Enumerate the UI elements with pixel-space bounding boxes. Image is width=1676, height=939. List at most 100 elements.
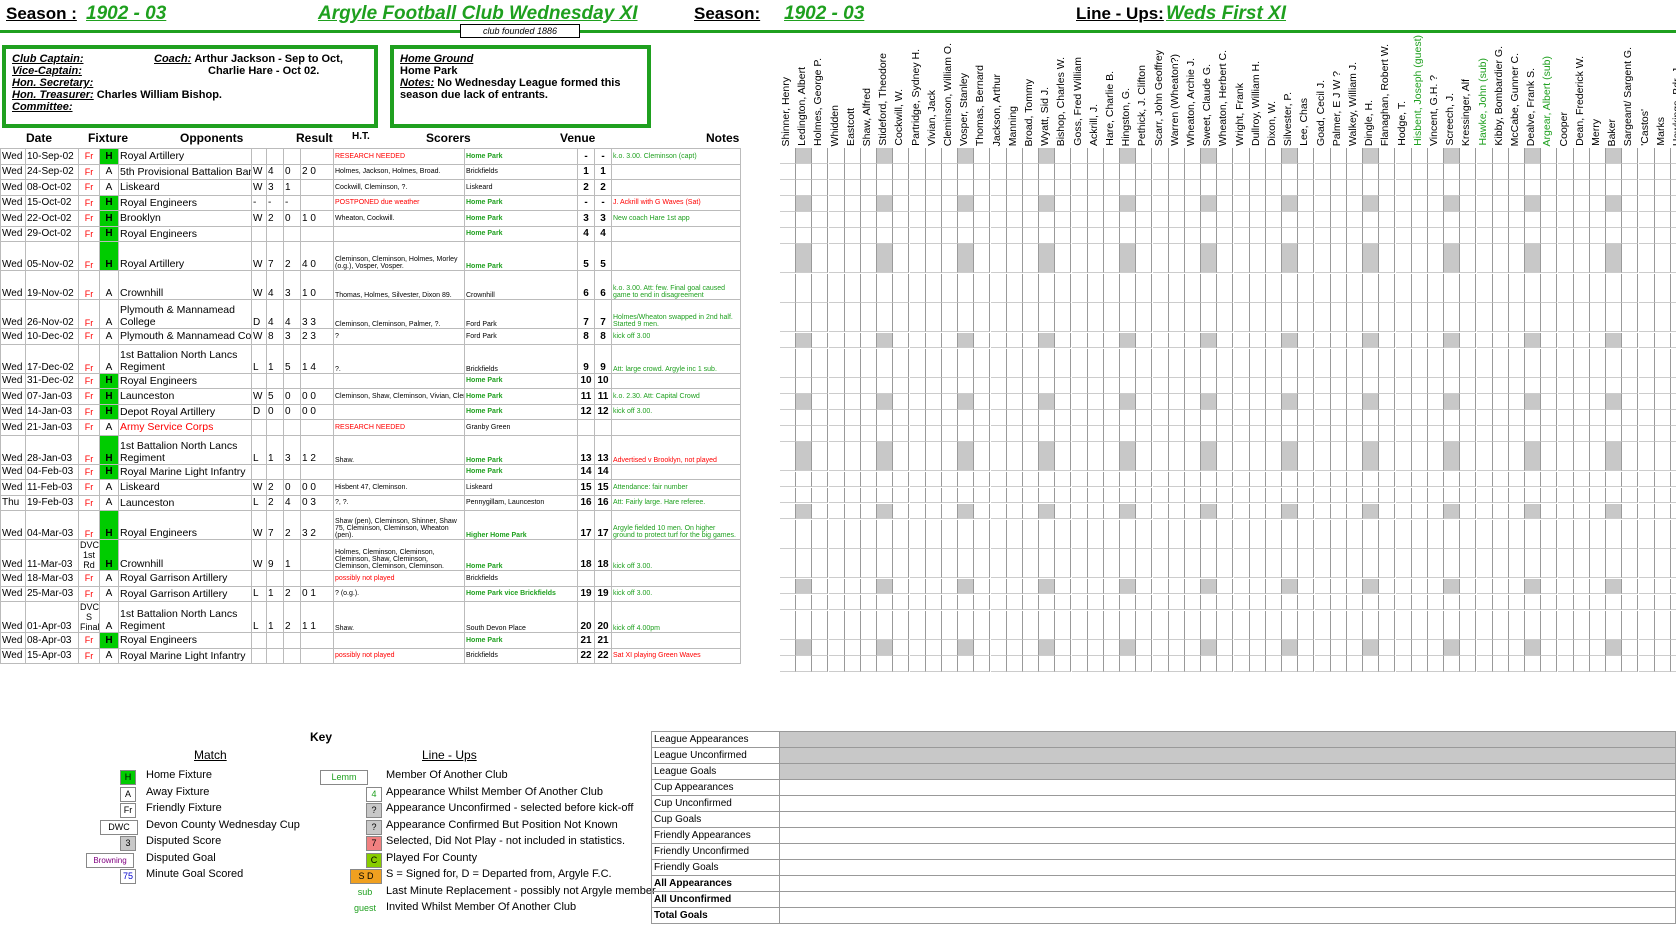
lineup-cell [1087, 332, 1104, 348]
lineup-cell [958, 196, 975, 212]
cell-match-no: 16 [577, 494, 595, 511]
lineup-cell [1266, 196, 1282, 212]
cell-match-no: 12 [577, 403, 595, 420]
cell-goals-against [283, 647, 301, 664]
cell-goals-against [283, 632, 301, 649]
lineup-cell [796, 519, 813, 549]
cell-day: Thu [0, 494, 26, 511]
lineup-cell [1039, 303, 1056, 332]
lineup-cell [1573, 303, 1590, 332]
lineup-cell [1444, 164, 1461, 180]
lineup-cell [1347, 212, 1363, 228]
lineup-cell [1120, 180, 1137, 196]
lineup-cell [877, 348, 894, 378]
player-name: Baker [1606, 118, 1619, 146]
lineup-cell [1476, 180, 1493, 196]
lineup-cell [1104, 148, 1120, 164]
lineup-cell [1379, 503, 1396, 519]
lineup-cell [1428, 656, 1444, 672]
lineup-cell [1136, 471, 1153, 487]
lineup-cell [796, 228, 813, 244]
lineup-cell [1573, 471, 1590, 487]
lineup-cell [1104, 549, 1120, 578]
cell-comp: Fr [78, 570, 100, 587]
lineup-cell [1444, 503, 1461, 519]
lineup-cell [1055, 148, 1072, 164]
cell-goals-for: 7 [266, 510, 284, 540]
lineup-cell [1654, 594, 1671, 610]
lineup-cell [1298, 640, 1315, 656]
lineup-cell [1411, 273, 1428, 303]
cell-match-no: 17 [577, 510, 595, 540]
lineup-cell [925, 426, 942, 442]
lineup-cell [1314, 148, 1331, 164]
lineup-cell [925, 656, 942, 672]
lineup-cell [942, 164, 958, 180]
home-ground-label: Home Ground [400, 53, 474, 65]
lineup-cell [1217, 442, 1234, 471]
lineup-cell [1638, 549, 1655, 578]
lineup-cell [1233, 549, 1250, 578]
lineup-cell [1330, 594, 1347, 610]
lineup-cell [828, 610, 845, 640]
cell-day: Wed [0, 270, 26, 300]
lineup-cell [861, 519, 877, 549]
lineup-cell [1525, 148, 1542, 164]
lineup-cell [780, 273, 796, 303]
lineup-cell [1039, 148, 1056, 164]
lineup-cell [877, 180, 894, 196]
cell-scorers [333, 403, 465, 420]
lineup-cell [1573, 410, 1590, 426]
lineup-cell [893, 244, 910, 273]
lineup-cell [1233, 228, 1250, 244]
lineup-cell [893, 394, 910, 410]
lineup-cell [1087, 212, 1104, 228]
lineup-cell [1006, 426, 1023, 442]
lineup-cell [1347, 228, 1363, 244]
cell-goals-for [266, 632, 284, 649]
lineup-cell [1249, 180, 1266, 196]
cell-day: Wed [0, 463, 26, 480]
cell-opponent: Launceston [118, 494, 252, 511]
lineup-cell [925, 244, 942, 273]
lineup-cell [1492, 471, 1509, 487]
lineup-cell [1411, 378, 1428, 394]
cell-result: W [251, 510, 267, 540]
lineup-cell [861, 640, 877, 656]
cell-notes [611, 632, 741, 649]
stats-row: Total Goals [650, 907, 1676, 924]
lineup-cell [1201, 578, 1218, 594]
lineup-cell [1541, 640, 1558, 656]
lineup-cell [942, 578, 958, 594]
cell-match-no: - [577, 194, 595, 211]
lineup-cell [861, 180, 877, 196]
cell-comp: Fr [78, 388, 100, 405]
lineup-cell [812, 578, 829, 594]
cell-opponent: Royal Garrison Artillery [118, 570, 252, 587]
cell-half-time: 3 3 [300, 299, 334, 329]
lineup-cell [780, 378, 796, 394]
cell-match-no-2: 16 [594, 494, 612, 511]
lineup-cell [796, 640, 813, 656]
lineup-cell [1217, 578, 1234, 594]
lineup-cell [1590, 442, 1606, 471]
lineup-cell [1347, 378, 1363, 394]
lineup-cell [780, 332, 796, 348]
lineup-cell [1476, 442, 1493, 471]
lineup-cell [1671, 426, 1676, 442]
lineup-cell [1087, 487, 1104, 503]
lineup-cell [1152, 228, 1169, 244]
lineup-cell [1168, 332, 1185, 348]
lineup-cell [1249, 656, 1266, 672]
cell-match-no-2: 12 [594, 403, 612, 420]
lineup-cell [1282, 426, 1299, 442]
lineup-cell [1622, 549, 1639, 578]
lineup-cell [1087, 273, 1104, 303]
cell-half-time: 1 1 [300, 601, 334, 633]
key-swatch: Lemm [320, 770, 368, 785]
cell-opponent: Crownhill [118, 270, 252, 300]
lineup-cell [1233, 640, 1250, 656]
lineup-cell [1492, 519, 1509, 549]
cell-venue: Crownhill [464, 270, 578, 300]
lineup-cell [1671, 549, 1676, 578]
